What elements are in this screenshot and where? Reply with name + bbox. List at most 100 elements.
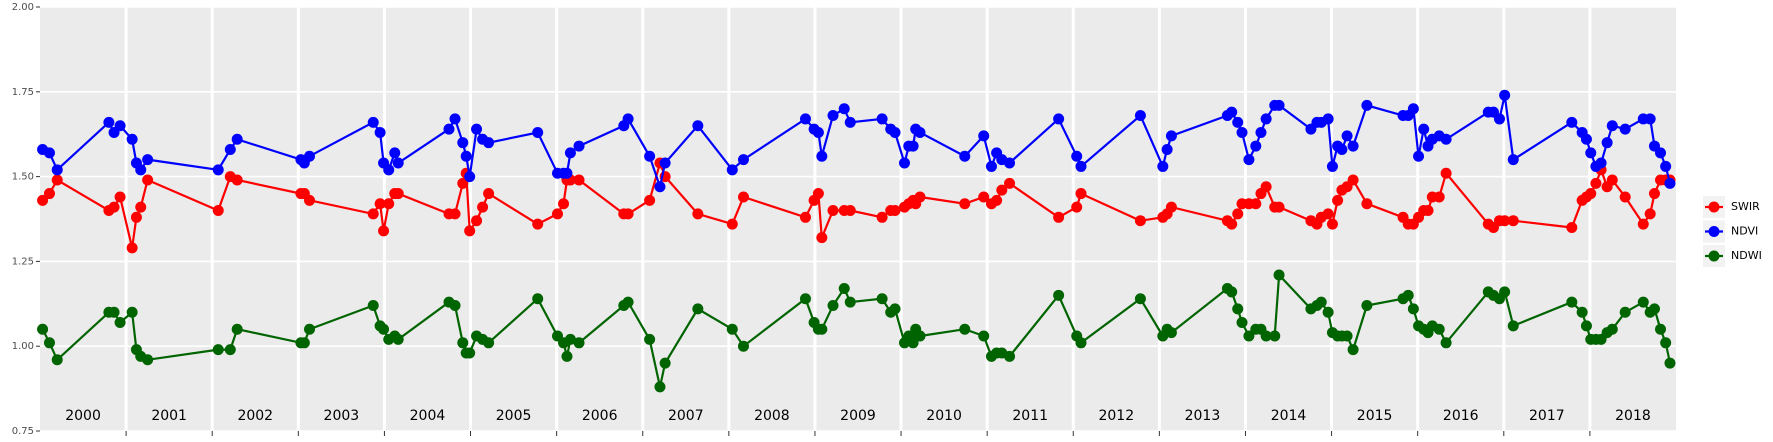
- data-point: [726, 218, 738, 230]
- data-point: [1273, 269, 1285, 281]
- data-point: [726, 323, 738, 335]
- data-point: [1580, 133, 1592, 145]
- data-point: [43, 188, 55, 200]
- data-point: [389, 147, 401, 159]
- data-point: [1250, 140, 1262, 152]
- data-point: [1413, 150, 1425, 162]
- data-point: [457, 177, 469, 189]
- data-point: [737, 340, 749, 352]
- data-point: [1004, 177, 1016, 189]
- data-point: [876, 113, 888, 125]
- data-point: [1440, 167, 1452, 179]
- data-point: [298, 337, 310, 349]
- data-point: [114, 120, 126, 132]
- data-point: [654, 381, 666, 393]
- data-point: [464, 171, 476, 183]
- data-point: [304, 150, 316, 162]
- data-point: [304, 323, 316, 335]
- data-point: [392, 333, 404, 345]
- data-point: [443, 123, 455, 135]
- data-point: [464, 347, 476, 359]
- data-point: [914, 127, 926, 139]
- year-label: 2014: [1271, 408, 1307, 424]
- data-point: [1053, 113, 1065, 125]
- data-point: [622, 296, 634, 308]
- data-point: [37, 194, 49, 206]
- data-point: [126, 133, 138, 145]
- data-point: [1273, 99, 1285, 111]
- data-point: [816, 323, 828, 335]
- data-point: [1322, 208, 1334, 220]
- data-point: [231, 174, 243, 186]
- data-point: [1255, 127, 1267, 139]
- data-point: [844, 205, 856, 217]
- data-point: [1433, 323, 1445, 335]
- data-point: [799, 211, 811, 223]
- data-point: [838, 283, 850, 295]
- data-point: [1004, 350, 1016, 362]
- year-label: 2000: [65, 408, 101, 424]
- data-point: [659, 157, 671, 169]
- data-point: [1606, 174, 1618, 186]
- year-label: 2011: [1012, 408, 1048, 424]
- data-point: [392, 188, 404, 200]
- data-point: [378, 323, 390, 335]
- year-label: 2008: [754, 408, 790, 424]
- data-point: [551, 208, 563, 220]
- data-point: [1440, 133, 1452, 145]
- data-point: [1433, 191, 1445, 203]
- data-point: [1347, 344, 1359, 356]
- data-point: [51, 164, 63, 176]
- data-point: [622, 208, 634, 220]
- data-point: [464, 225, 476, 237]
- data-point: [1269, 330, 1281, 342]
- data-point: [737, 154, 749, 166]
- data-point: [1004, 157, 1016, 169]
- data-point: [1507, 320, 1519, 332]
- data-point: [812, 188, 824, 200]
- data-point: [374, 127, 386, 139]
- data-point: [126, 242, 138, 254]
- data-point: [573, 140, 585, 152]
- data-point: [1232, 116, 1244, 128]
- data-point: [1075, 160, 1087, 172]
- data-point: [1499, 215, 1511, 227]
- data-point: [1660, 337, 1672, 349]
- data-point: [1619, 191, 1631, 203]
- data-point: [367, 116, 379, 128]
- data-point: [1566, 116, 1578, 128]
- data-point: [991, 194, 1003, 206]
- data-point: [457, 137, 469, 149]
- y-tick-label: 1.25: [12, 256, 34, 267]
- data-point: [654, 181, 666, 193]
- data-point: [959, 150, 971, 162]
- data-point: [212, 344, 224, 356]
- y-tick-label: 0.75: [12, 426, 34, 437]
- data-point: [483, 188, 495, 200]
- data-point: [1071, 150, 1083, 162]
- data-point: [1053, 211, 1065, 223]
- data-point: [1341, 130, 1353, 142]
- data-point: [1402, 289, 1414, 301]
- data-point: [1243, 330, 1255, 342]
- data-point: [1664, 177, 1676, 189]
- data-point: [1157, 160, 1169, 172]
- data-point: [457, 337, 469, 349]
- data-point: [449, 208, 461, 220]
- year-label: 2009: [840, 408, 876, 424]
- data-point: [799, 293, 811, 305]
- data-point: [1606, 323, 1618, 335]
- data-point: [135, 201, 147, 213]
- data-point: [1440, 337, 1452, 349]
- data-point: [1243, 154, 1255, 166]
- data-point: [51, 174, 63, 186]
- data-point: [1585, 188, 1597, 200]
- data-point: [126, 306, 138, 318]
- data-point: [37, 323, 49, 335]
- data-point: [1347, 140, 1359, 152]
- data-point: [1075, 188, 1087, 200]
- data-point: [1499, 286, 1511, 298]
- data-point: [1648, 303, 1660, 315]
- year-label: 2016: [1443, 408, 1479, 424]
- data-point: [1322, 113, 1334, 125]
